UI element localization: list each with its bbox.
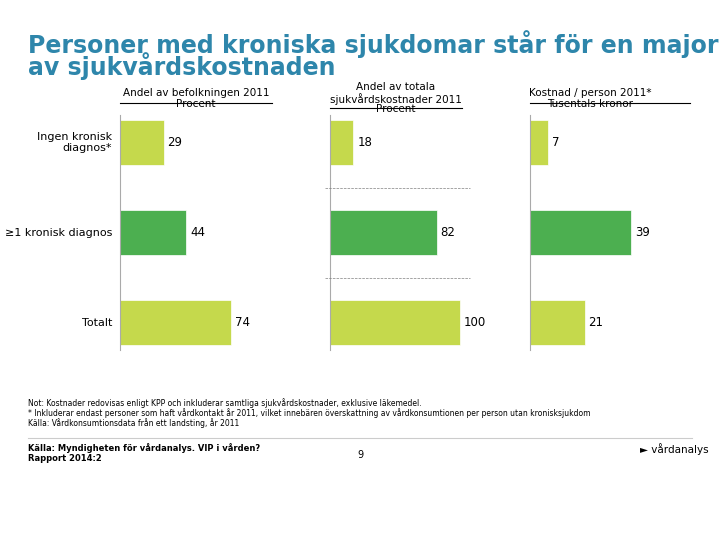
Text: * Inkluderar endast personer som haft vårdkontakt år 2011, vilket innebären över: * Inkluderar endast personer som haft vå… (28, 408, 590, 418)
Text: 44: 44 (190, 226, 205, 239)
Text: 74: 74 (235, 316, 250, 329)
Text: Andel av befolkningen 2011: Andel av befolkningen 2011 (122, 88, 269, 98)
Text: 100: 100 (464, 316, 486, 329)
Text: Källa: Vårdkonsumtionsdata från ett landsting, år 2011: Källa: Vårdkonsumtionsdata från ett land… (28, 418, 239, 428)
Text: sjukvårdskostnader 2011: sjukvårdskostnader 2011 (330, 93, 462, 105)
FancyBboxPatch shape (120, 210, 186, 255)
Text: Procent: Procent (176, 99, 216, 109)
Text: 18: 18 (357, 136, 372, 149)
Text: ≥1 kronisk diagnos: ≥1 kronisk diagnos (4, 227, 112, 238)
Text: Not: Kostnader redovisas enligt KPP och inkluderar samtliga sjukvårdskostnader, : Not: Kostnader redovisas enligt KPP och … (28, 398, 422, 408)
Text: 7: 7 (552, 136, 559, 149)
Text: Källa: Myndigheten för vårdanalys. VIP i vården?: Källa: Myndigheten för vårdanalys. VIP i… (28, 443, 260, 453)
Text: 39: 39 (635, 226, 650, 239)
FancyBboxPatch shape (530, 210, 631, 255)
Text: 82: 82 (441, 226, 456, 239)
FancyBboxPatch shape (120, 300, 231, 345)
Text: av sjukvårdskostnaden: av sjukvårdskostnaden (28, 52, 336, 80)
Text: 9: 9 (357, 450, 363, 460)
FancyBboxPatch shape (330, 120, 354, 165)
Text: Personer med kroniska sjukdomar står för en majoritet: Personer med kroniska sjukdomar står för… (28, 30, 720, 58)
Text: 21: 21 (589, 316, 603, 329)
Text: Totalt: Totalt (81, 318, 112, 327)
Text: 29: 29 (168, 136, 182, 149)
Text: Tusentals kronor: Tusentals kronor (547, 99, 633, 109)
FancyBboxPatch shape (330, 210, 436, 255)
Text: ► vårdanalys: ► vårdanalys (640, 443, 708, 455)
FancyBboxPatch shape (120, 120, 163, 165)
FancyBboxPatch shape (530, 300, 585, 345)
FancyBboxPatch shape (330, 300, 460, 345)
Text: Ingen kronisk
diagnos*: Ingen kronisk diagnos* (37, 132, 112, 153)
Text: Kostnad / person 2011*: Kostnad / person 2011* (528, 88, 652, 98)
Text: Rapport 2014:2: Rapport 2014:2 (28, 454, 102, 463)
Text: Andel av totala: Andel av totala (356, 82, 436, 92)
FancyBboxPatch shape (530, 120, 548, 165)
Text: Procent: Procent (377, 104, 415, 114)
